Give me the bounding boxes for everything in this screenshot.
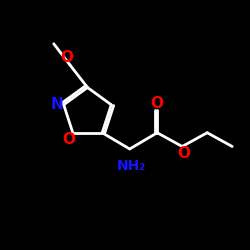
Text: NH₂: NH₂ bbox=[116, 160, 146, 173]
Text: N: N bbox=[50, 97, 63, 112]
Text: O: O bbox=[151, 96, 164, 112]
Text: O: O bbox=[60, 50, 74, 66]
Text: O: O bbox=[177, 146, 190, 161]
Text: O: O bbox=[62, 132, 76, 147]
